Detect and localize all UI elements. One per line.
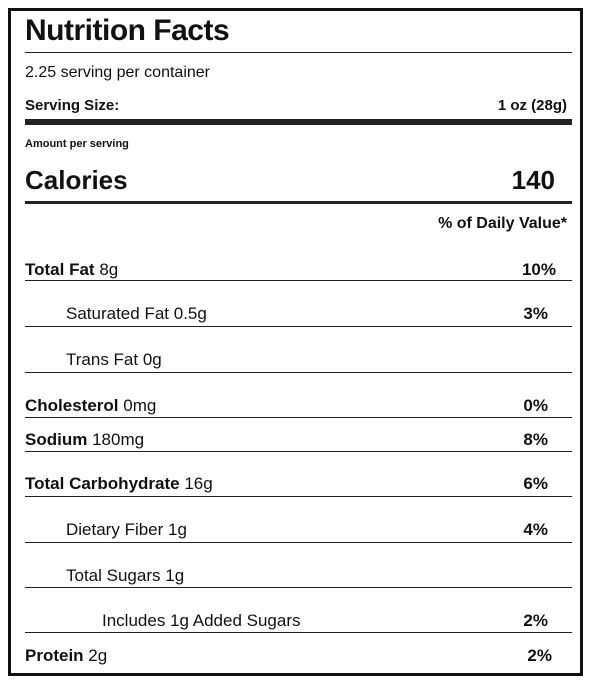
nutrient-row-cholesterol: Cholesterol 0mg (25, 396, 156, 416)
nutrient-name: Sodium (25, 430, 88, 449)
calories-label: Calories (25, 165, 128, 195)
nutrient-dv-sodium: 8% (523, 430, 548, 449)
nutrient-amount: 16g (184, 474, 213, 493)
nutrient-row-protein: Protein 2g (25, 646, 107, 666)
divider (25, 280, 572, 281)
divider-thick (25, 119, 572, 125)
nutrient-name: Total Carbohydrate (25, 474, 180, 493)
nutrient-dv-saturated-fat: 3% (523, 304, 548, 323)
nutrient-amount: 0g (142, 350, 162, 369)
nutrient-name: Cholesterol (25, 396, 119, 415)
nutrient-row-dietary-fiber: Dietary Fiber 1g (66, 520, 187, 540)
divider (25, 632, 572, 633)
servings-per-container: 2.25 serving per container (25, 64, 210, 81)
nutrient-name: Includes 1g Added Sugars (102, 611, 301, 630)
nutrient-amount: 8g (99, 260, 119, 279)
nutrient-name: Total Fat (25, 260, 95, 279)
divider (25, 372, 572, 373)
nutrient-name: Protein (25, 646, 84, 665)
nutrient-row-sodium: Sodium 180mg (25, 430, 144, 450)
nutrient-name: Saturated Fat (66, 304, 170, 323)
nutrient-dv-protein: 2% (527, 646, 552, 665)
nutrient-row-total-fat: Total Fat 8g (25, 260, 118, 280)
divider (25, 52, 572, 53)
divider (25, 587, 572, 588)
nutrient-amount: 0.5g (173, 304, 207, 323)
nutrient-dv-total-carbohydrate: 6% (523, 474, 548, 493)
label-title: Nutrition Facts (25, 14, 230, 47)
nutrient-name: Dietary Fiber (66, 520, 164, 539)
nutrient-row-added-sugars: Includes 1g Added Sugars (102, 611, 300, 631)
nutrient-row-trans-fat: Trans Fat 0g (66, 350, 162, 370)
nutrient-amount: 180mg (92, 430, 145, 449)
divider (25, 451, 572, 452)
nutrient-amount: 1g (168, 520, 187, 539)
divider (25, 326, 572, 327)
nutrient-dv-cholesterol: 0% (523, 396, 548, 415)
nutrient-amount: 1g (165, 566, 185, 585)
amount-per-serving: Amount per serving (25, 138, 129, 150)
serving-size-value: 1 oz (28g) (497, 97, 567, 114)
nutrient-dv-dietary-fiber: 4% (523, 520, 548, 539)
nutrient-dv-total-fat: 10% (521, 260, 556, 279)
nutrient-amount: 2g (88, 646, 108, 665)
nutrient-row-saturated-fat: Saturated Fat 0.5g (66, 304, 207, 324)
daily-value-header: % of Daily Value* (438, 215, 567, 232)
nutrient-name: Total Sugars (66, 566, 161, 585)
divider (25, 496, 572, 497)
nutrient-row-total-sugars: Total Sugars 1g (66, 566, 184, 586)
nutrient-dv-added-sugars: 2% (523, 611, 548, 630)
nutrient-name: Trans Fat (66, 350, 139, 369)
divider-medium (25, 201, 572, 204)
divider (25, 417, 572, 418)
serving-size-label: Serving Size: (25, 97, 120, 114)
nutrient-row-total-carbohydrate: Total Carbohydrate 16g (25, 474, 213, 494)
nutrition-facts-label: Nutrition Facts 2.25 serving per contain… (8, 8, 583, 676)
nutrient-amount: 0mg (123, 396, 157, 415)
divider (25, 542, 572, 543)
calories-value: 140 (511, 165, 555, 195)
